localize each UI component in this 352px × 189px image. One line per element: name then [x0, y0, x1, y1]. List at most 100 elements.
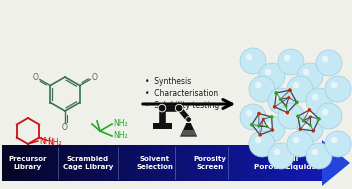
Bar — [230, 145, 234, 181]
Circle shape — [265, 122, 271, 128]
Bar — [182, 145, 187, 181]
Bar — [194, 145, 199, 181]
Circle shape — [325, 131, 351, 157]
Circle shape — [312, 129, 315, 133]
Circle shape — [258, 133, 262, 137]
Bar — [238, 145, 243, 181]
Bar — [258, 145, 263, 181]
Bar — [214, 145, 219, 181]
Circle shape — [331, 137, 337, 143]
Circle shape — [312, 149, 318, 155]
Bar — [262, 145, 266, 181]
Bar — [226, 145, 231, 181]
Bar — [122, 145, 126, 181]
Bar — [298, 145, 302, 181]
Bar — [158, 145, 163, 181]
Circle shape — [287, 76, 313, 102]
Circle shape — [240, 104, 266, 130]
Circle shape — [250, 123, 253, 126]
Text: O: O — [33, 73, 38, 81]
Bar — [222, 145, 226, 181]
Circle shape — [297, 116, 323, 142]
Circle shape — [308, 108, 311, 112]
Circle shape — [296, 115, 300, 118]
Bar — [152, 123, 171, 129]
Bar — [190, 145, 195, 181]
Polygon shape — [181, 130, 196, 136]
Circle shape — [259, 63, 285, 89]
Bar — [58, 145, 63, 181]
Bar — [90, 145, 94, 181]
Text: Porosity
Screen: Porosity Screen — [194, 156, 226, 170]
Circle shape — [274, 94, 280, 100]
Text: O: O — [62, 123, 68, 132]
Text: O: O — [92, 73, 98, 81]
Bar — [242, 145, 246, 181]
Circle shape — [246, 54, 252, 60]
Circle shape — [316, 103, 342, 129]
Bar — [138, 145, 143, 181]
Bar — [266, 145, 270, 181]
Bar — [286, 145, 290, 181]
Circle shape — [288, 88, 292, 92]
Bar — [22, 145, 26, 181]
Text: •  Solubility testing: • Solubility testing — [145, 101, 219, 109]
Bar — [66, 145, 70, 181]
Bar — [118, 145, 122, 181]
Bar — [98, 145, 102, 181]
Circle shape — [331, 82, 337, 88]
Circle shape — [306, 143, 332, 169]
Bar — [106, 145, 111, 181]
Circle shape — [322, 56, 328, 62]
Bar — [78, 145, 82, 181]
Text: Type II
Porous Liquids: Type II Porous Liquids — [254, 156, 316, 170]
Bar — [2, 145, 6, 181]
Bar — [114, 145, 119, 181]
Bar — [62, 145, 67, 181]
Circle shape — [274, 149, 280, 155]
Circle shape — [316, 50, 342, 76]
Bar — [314, 145, 319, 181]
Bar — [278, 145, 283, 181]
Circle shape — [257, 125, 260, 128]
Bar — [134, 145, 138, 181]
Circle shape — [268, 143, 294, 169]
Bar — [70, 145, 75, 181]
Bar — [174, 145, 178, 181]
Bar — [14, 145, 19, 181]
Circle shape — [295, 101, 299, 104]
Circle shape — [287, 131, 313, 157]
Circle shape — [266, 125, 269, 128]
Text: Scrambled
Cage Library: Scrambled Cage Library — [63, 156, 113, 170]
Text: NH₂: NH₂ — [113, 119, 128, 128]
Bar — [178, 145, 182, 181]
Text: NH₂: NH₂ — [39, 136, 54, 146]
Bar — [270, 145, 275, 181]
Circle shape — [293, 137, 299, 143]
Circle shape — [279, 98, 282, 101]
Circle shape — [257, 112, 261, 115]
Circle shape — [274, 91, 278, 95]
Circle shape — [158, 104, 166, 112]
Bar — [162, 145, 166, 181]
Circle shape — [240, 48, 266, 74]
Text: NH₂: NH₂ — [113, 132, 128, 140]
Text: Solvent
Selection: Solvent Selection — [137, 156, 174, 170]
Circle shape — [306, 88, 332, 114]
Bar — [6, 145, 11, 181]
Circle shape — [249, 76, 275, 102]
Circle shape — [246, 110, 252, 116]
Circle shape — [265, 69, 271, 75]
Bar — [170, 145, 175, 181]
Bar — [210, 145, 214, 181]
Bar — [234, 145, 239, 181]
Circle shape — [278, 103, 304, 129]
Bar — [198, 145, 202, 181]
Circle shape — [175, 104, 183, 112]
Bar — [54, 145, 58, 181]
Bar — [246, 145, 251, 181]
Bar — [18, 145, 23, 181]
Bar — [46, 145, 50, 181]
Bar — [318, 145, 322, 181]
Bar — [102, 145, 107, 181]
